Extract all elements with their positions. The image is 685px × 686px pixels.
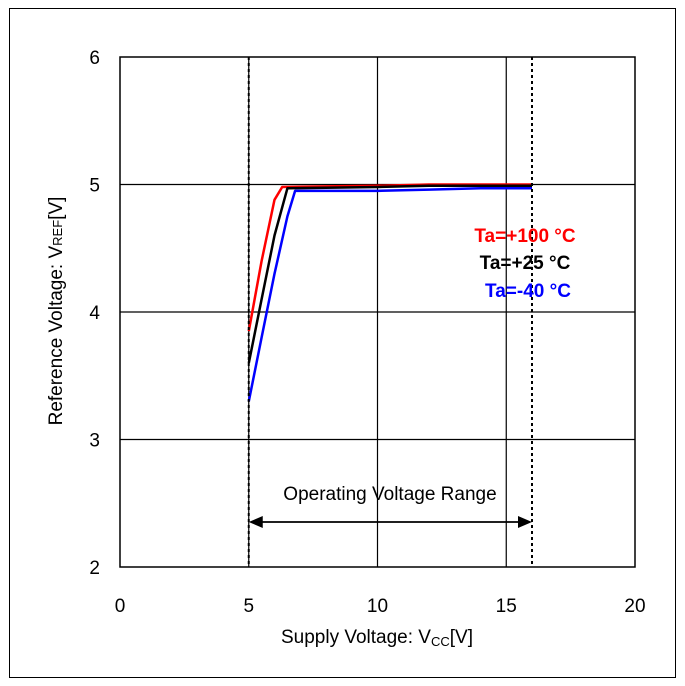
range-arrow-left [248,516,263,528]
range-arrow-right [518,516,532,528]
x-tick-label: 15 [496,596,517,617]
y-tick-label: 5 [89,176,100,197]
legend-entry-0: Ta=+100 °C [474,226,576,247]
operating-range-markers [247,57,533,567]
x-tick-label: 10 [367,596,388,617]
series-line-0 [247,183,532,332]
y-tick-label: 4 [89,303,100,324]
series-line-1 [247,184,532,364]
x-tick-label: 0 [115,596,126,617]
x-axis-label: Supply Voltage: VCC[V] [281,627,473,649]
tick-labels: 0 5 10 15 20 2 3 4 5 6 [89,48,645,617]
chart-frame [9,8,676,678]
y-tick-label: 6 [89,48,100,69]
legend-entry-1: Ta=+25 °C [480,253,571,274]
series-lines [247,183,532,402]
x-tick-label: 5 [243,596,254,617]
y-tick-label: 2 [89,558,100,579]
legend-entry-2: Ta=-40 °C [485,281,571,302]
x-tick-label: 20 [624,596,645,617]
operating-range-label: Operating Voltage Range [283,484,496,505]
y-axis-label: Reference Voltage: VREF[V] [46,197,67,426]
y-tick-label: 3 [89,431,100,452]
series-line-2 [247,187,532,402]
legend: Ta=+100 °C Ta=+25 °C Ta=-40 °C [474,226,576,302]
